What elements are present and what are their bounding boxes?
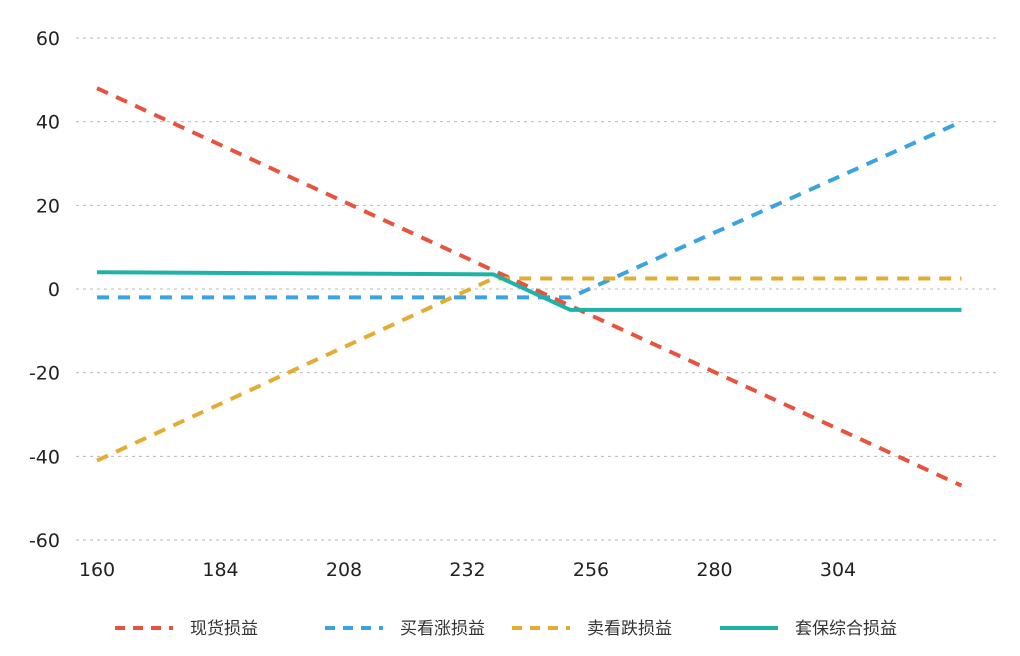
y-tick-label: 20	[36, 195, 60, 217]
series-line-2	[97, 119, 963, 300]
y-tick-label: 40	[36, 112, 60, 134]
legend-label: 现货损益	[190, 619, 258, 639]
x-tick-label: 160	[79, 559, 115, 581]
legend-label: 买看涨损益	[400, 619, 485, 639]
series-line-4	[96, 270, 962, 312]
x-tick-label: 232	[449, 559, 485, 581]
legend-label: 套保综合损益	[795, 619, 897, 639]
x-tick-label: 256	[573, 559, 609, 581]
x-tick-label: 280	[696, 559, 732, 581]
x-tick-label: 208	[326, 559, 362, 581]
y-axis-ticks: 60 40 20 0 -20 -40 -60	[29, 28, 60, 552]
y-tick-label: 60	[36, 28, 60, 50]
x-tick-label: 304	[820, 559, 856, 581]
legend-label: 卖看跌损益	[587, 619, 672, 639]
x-tick-label: 184	[202, 559, 238, 581]
y-tick-label: -40	[29, 446, 60, 468]
legend: 现货损益 买看涨损益 卖看跌损益 套保综合损益	[115, 619, 897, 639]
y-tick-label: 0	[48, 279, 60, 301]
grid-lines	[76, 37, 1000, 541]
series-line-3	[96, 276, 962, 463]
x-axis-ticks: 160 184 208 232 256 280 304	[79, 559, 856, 581]
y-tick-label: -60	[29, 530, 60, 552]
series-layer	[96, 86, 963, 488]
y-tick-label: -20	[29, 363, 60, 385]
series-line-1	[96, 86, 963, 488]
